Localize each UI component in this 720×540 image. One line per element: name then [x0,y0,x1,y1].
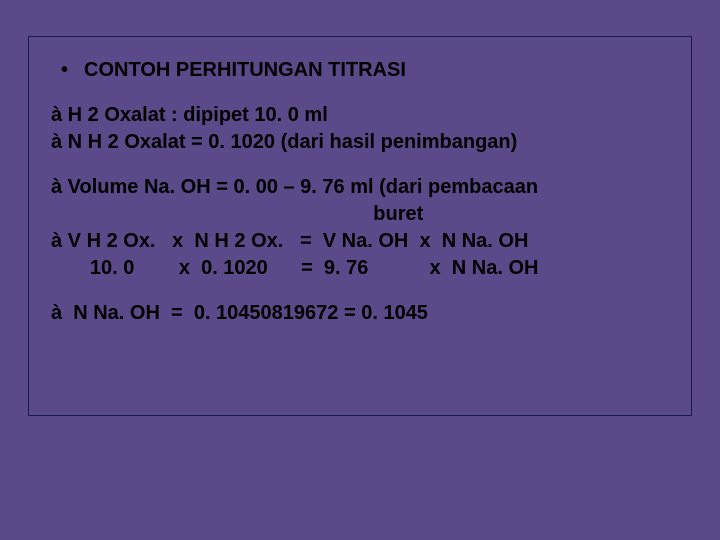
body-line-5: à V H 2 Ox. x N H 2 Ox. = V Na. OH x N N… [51,228,673,255]
body-line-7: à N Na. OH = 0. 10450819672 = 0. 1045 [51,300,673,327]
body-line-4: buret [51,201,673,228]
heading-text: CONTOH PERHITUNGAN TITRASI [84,57,406,84]
bullet-heading-row: • CONTOH PERHITUNGAN TITRASI [51,57,673,84]
spacer-1 [51,156,673,174]
bullet-dot: • [61,57,68,84]
spacer-2 [51,282,673,300]
slide-content-box: • CONTOH PERHITUNGAN TITRASI à H 2 Oxala… [28,36,692,416]
body-line-1: à H 2 Oxalat : dipipet 10. 0 ml [51,102,673,129]
body-line-2: à N H 2 Oxalat = 0. 1020 (dari hasil pen… [51,129,673,156]
body-line-3: à Volume Na. OH = 0. 00 – 9. 76 ml (dari… [51,174,673,201]
body-line-6: 10. 0 x 0. 1020 = 9. 76 x N Na. OH [51,255,673,282]
